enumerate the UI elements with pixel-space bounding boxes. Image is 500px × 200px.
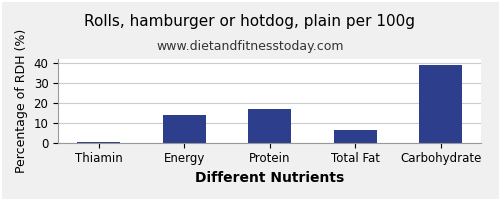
Bar xyxy=(248,109,291,143)
Text: Rolls, hamburger or hotdog, plain per 100g: Rolls, hamburger or hotdog, plain per 10… xyxy=(84,14,415,29)
Bar xyxy=(163,115,206,143)
Bar xyxy=(334,130,376,143)
Y-axis label: Percentage of RDH (%): Percentage of RDH (%) xyxy=(15,29,28,173)
Bar xyxy=(78,142,120,143)
Bar xyxy=(420,65,463,143)
Text: www.dietandfitnesstoday.com: www.dietandfitnesstoday.com xyxy=(156,40,344,53)
X-axis label: Different Nutrients: Different Nutrients xyxy=(195,171,344,185)
